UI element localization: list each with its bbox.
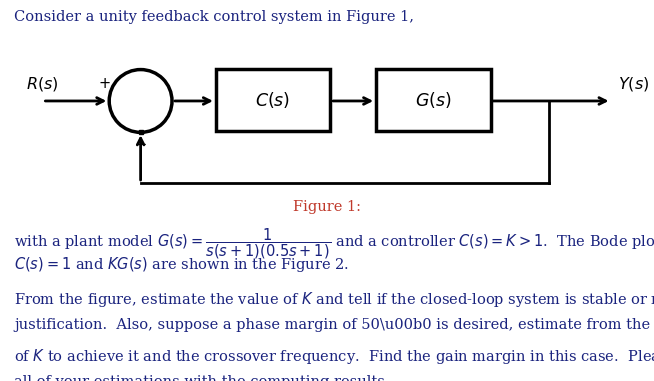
Text: $G(s)$: $G(s)$ (415, 90, 451, 110)
Text: all of your estimations with the computing results.: all of your estimations with the computi… (14, 375, 390, 381)
FancyBboxPatch shape (376, 69, 490, 131)
Text: Figure 1:: Figure 1: (293, 200, 361, 214)
Text: of $K$ to achieve it and the crossover frequency.  Find the gain margin in this : of $K$ to achieve it and the crossover f… (14, 347, 654, 366)
Text: Consider a unity feedback control system in Figure 1,: Consider a unity feedback control system… (14, 10, 415, 24)
FancyBboxPatch shape (216, 69, 330, 131)
Text: justification.  Also, suppose a phase margin of 50\u00b0 is desired, estimate fr: justification. Also, suppose a phase mar… (14, 318, 654, 332)
Text: $C(s)$: $C(s)$ (256, 90, 290, 110)
Text: $+$: $+$ (98, 77, 111, 91)
Text: $R(s)$: $R(s)$ (26, 75, 59, 93)
Text: From the figure, estimate the value of $K$ and tell if the closed-loop system is: From the figure, estimate the value of $… (14, 290, 654, 309)
Text: $-$: $-$ (134, 136, 147, 150)
Text: $C(s) = 1$ and $KG(s)$ are shown in the Figure 2.: $C(s) = 1$ and $KG(s)$ are shown in the … (14, 255, 349, 274)
Text: $Y(s)$: $Y(s)$ (618, 75, 649, 93)
Text: with a plant model $G(s) = \dfrac{1}{s(s+1)(0.5s+1)}$ and a controller $C(s) = K: with a plant model $G(s) = \dfrac{1}{s(s… (14, 227, 654, 261)
